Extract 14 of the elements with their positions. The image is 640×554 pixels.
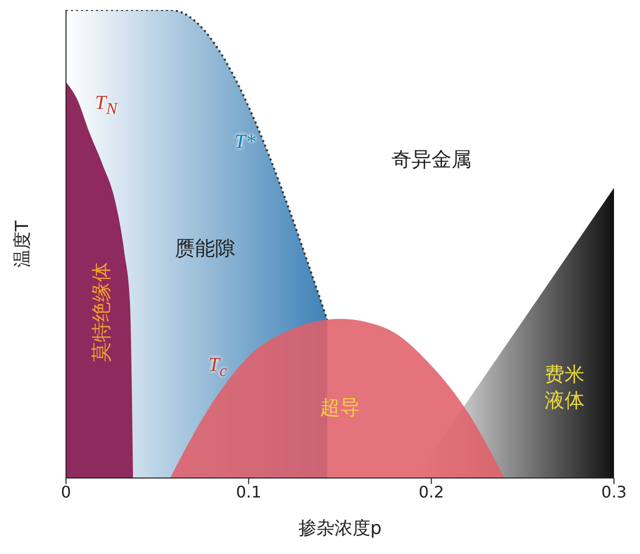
x-tick-label: 0.1: [236, 482, 262, 502]
annotation: 赝能隙: [174, 234, 236, 261]
annotation: 莫特绝缘体: [88, 260, 114, 364]
x-axis-title: 掺杂浓度p: [297, 517, 383, 540]
x-tick-label: 0: [60, 482, 72, 502]
x-tick-label: 0.2: [418, 482, 444, 502]
y-axis-title: 温度T: [11, 220, 34, 270]
annotation: 费米液体: [544, 361, 586, 414]
annotation: 奇异金属: [390, 146, 472, 172]
annotation: 超导: [319, 394, 361, 420]
x-tick-label: 0.3: [601, 482, 627, 502]
series-label: T$_{c}$: [207, 354, 228, 381]
series-label: T*: [233, 131, 257, 154]
series-label: T$_{N}$: [94, 92, 119, 119]
